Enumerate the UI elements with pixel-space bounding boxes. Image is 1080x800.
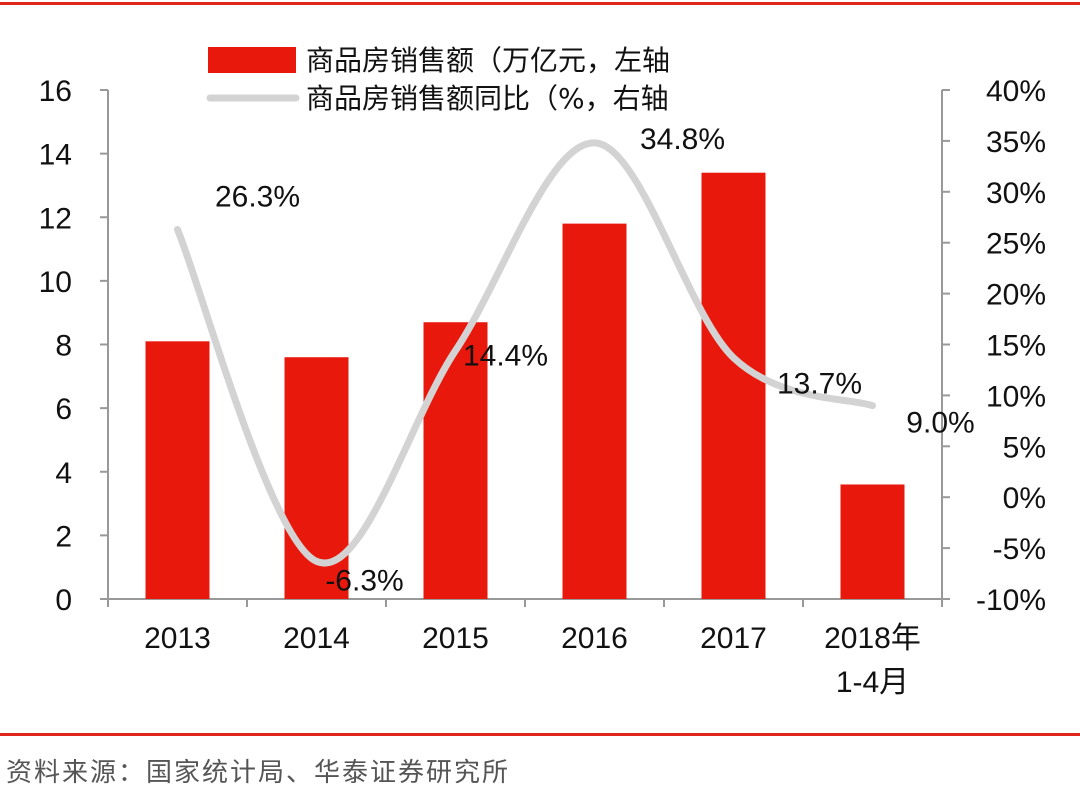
x-tick-label: 2017 xyxy=(700,622,767,655)
left-tick-label: 6 xyxy=(55,393,72,426)
right-tick-label: 35% xyxy=(986,126,1046,159)
bottom-rule xyxy=(0,733,1080,736)
source-note: 资料来源：国家统计局、华泰证券研究所 xyxy=(6,758,511,788)
line-data-label: 9.0% xyxy=(906,407,974,440)
line-data-label: 14.4% xyxy=(463,340,548,373)
line-series xyxy=(174,139,876,567)
bar-series xyxy=(145,172,905,600)
line-data-label: 13.7% xyxy=(777,368,862,401)
left-tick-label: 4 xyxy=(55,457,72,490)
line-data-label: 26.3% xyxy=(215,180,300,213)
left-tick-label: 8 xyxy=(55,330,72,363)
bar xyxy=(562,223,627,600)
top-rule xyxy=(0,2,1080,5)
right-tick-label: 15% xyxy=(986,330,1046,363)
right-tick-label: 30% xyxy=(986,177,1046,210)
left-tick-label: 0 xyxy=(55,584,72,617)
legend-line-label: 商品房销售额同比（%，右轴 xyxy=(306,82,669,115)
left-tick-label: 12 xyxy=(39,202,72,235)
data-labels: 26.3% -6.3% 14.4% 34.8% 13.7% 9.0% xyxy=(215,123,975,597)
legend-bar-swatch xyxy=(208,47,296,73)
right-tick-label: -10% xyxy=(976,584,1046,617)
yoy-line xyxy=(174,139,876,567)
bar xyxy=(840,484,905,599)
x-tick-label: 2018年 xyxy=(824,622,921,655)
right-tick-label: 25% xyxy=(986,228,1046,261)
right-tick-label: 10% xyxy=(986,380,1046,413)
legend-bar-label: 商品房销售额（万亿元，左轴 xyxy=(306,44,670,77)
right-tick-label: 20% xyxy=(986,279,1046,312)
line-data-label: -6.3% xyxy=(325,564,403,597)
left-tick-label: 2 xyxy=(55,520,72,553)
chart-axes: 0 2 4 6 8 10 12 14 16 -10% -5% 0% 5% 10% 15% 20% 25% 30% 3… xyxy=(39,75,1046,699)
x-tick-label: 2013 xyxy=(144,622,211,655)
x-tick-label: 2016 xyxy=(561,622,628,655)
bar xyxy=(145,341,210,599)
left-tick-label: 16 xyxy=(39,75,72,108)
right-tick-label: 0% xyxy=(1003,482,1046,515)
x-tick-label: 2015 xyxy=(422,622,489,655)
x-tick-label: 1-4月 xyxy=(836,666,909,699)
left-tick-label: 10 xyxy=(39,266,72,299)
left-tick-label: 14 xyxy=(39,139,72,172)
line-data-label: 34.8% xyxy=(640,123,725,156)
bar xyxy=(701,172,766,599)
right-tick-label: 5% xyxy=(1003,431,1046,464)
right-tick-label: -5% xyxy=(993,533,1046,566)
bar xyxy=(423,322,488,599)
right-tick-label: 40% xyxy=(986,75,1046,108)
x-tick-label: 2014 xyxy=(283,622,350,655)
